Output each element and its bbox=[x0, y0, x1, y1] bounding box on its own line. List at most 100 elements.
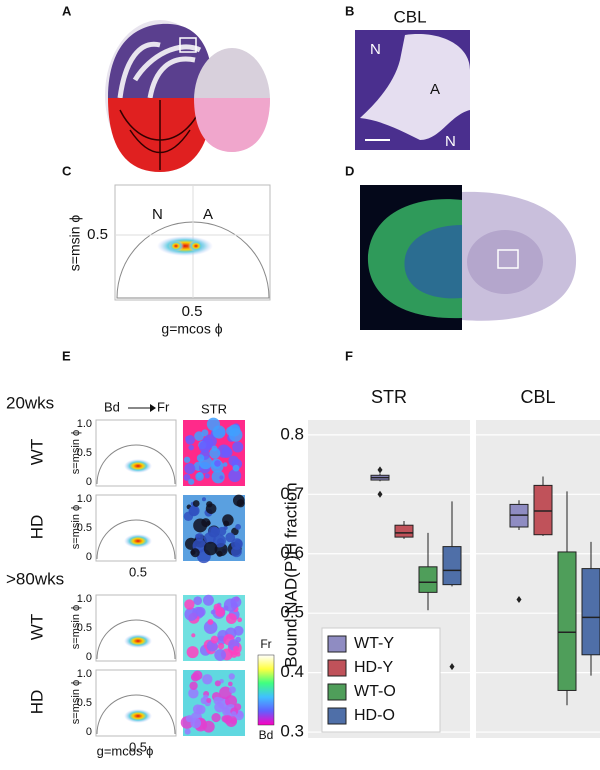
group-label: 20wks bbox=[6, 393, 54, 412]
tick-label: 0 bbox=[86, 726, 92, 738]
texture-spot bbox=[190, 548, 200, 558]
tick-label: 0.5 bbox=[87, 226, 108, 243]
phasor-blob bbox=[124, 534, 152, 548]
texture-spot bbox=[231, 538, 243, 550]
texture-spot bbox=[221, 446, 233, 458]
texture-spot bbox=[194, 431, 204, 441]
texture-spot bbox=[230, 718, 237, 725]
panel-label: C bbox=[62, 163, 72, 178]
region-label: STR bbox=[201, 401, 227, 416]
y-tick-label: 0.8 bbox=[280, 424, 304, 443]
region-label: A bbox=[430, 81, 440, 98]
tick-label: 0.5 bbox=[129, 739, 147, 754]
texture-spot bbox=[184, 728, 191, 735]
tick-label: 0.5 bbox=[129, 564, 147, 579]
texture-spot bbox=[184, 607, 198, 621]
axis-label: g=mcos ϕ bbox=[97, 743, 154, 758]
legend-label: HD-Y bbox=[354, 659, 393, 676]
texture-spot bbox=[237, 617, 243, 623]
tick-label: 0.5 bbox=[77, 697, 92, 709]
texture-spot bbox=[206, 417, 220, 431]
region-label: N bbox=[370, 41, 381, 58]
panel-title: CBL bbox=[393, 7, 426, 26]
texture-spot bbox=[233, 625, 244, 636]
texture-spot bbox=[207, 618, 214, 625]
y-tick-label: 0.6 bbox=[280, 543, 304, 562]
phasor-semicircle bbox=[96, 619, 176, 660]
legend-label: HD-O bbox=[354, 707, 395, 724]
texture-spot bbox=[214, 680, 221, 687]
phasor-blob bbox=[124, 459, 152, 473]
texture-spot bbox=[230, 651, 238, 658]
arrow-label: Fr bbox=[157, 399, 170, 414]
box bbox=[394, 524, 414, 538]
texture-spot bbox=[203, 541, 218, 556]
texture-spot bbox=[210, 609, 216, 615]
outlier bbox=[377, 466, 383, 474]
texture-spot bbox=[190, 717, 202, 729]
facet-bg bbox=[476, 420, 600, 738]
texture-spot bbox=[183, 456, 191, 463]
texture-spot bbox=[228, 686, 236, 694]
coronal-image bbox=[360, 185, 577, 330]
texture-spot bbox=[225, 695, 238, 708]
tick-label: 0.5 bbox=[77, 447, 92, 459]
phasor-frame bbox=[95, 494, 177, 562]
texture-spot bbox=[204, 473, 210, 479]
colorbar bbox=[257, 654, 275, 726]
texture-spot bbox=[228, 428, 243, 442]
panel-label: A bbox=[62, 3, 72, 18]
y-tick-label: 0.3 bbox=[280, 722, 304, 741]
box bbox=[581, 568, 600, 656]
panel-label: E bbox=[62, 348, 71, 363]
tick-label: 0 bbox=[86, 651, 92, 663]
phasor-blob bbox=[124, 634, 152, 648]
phasor-frame bbox=[95, 669, 177, 737]
phasor-semicircle bbox=[96, 519, 176, 560]
texture-spot bbox=[192, 500, 200, 507]
texture-spot bbox=[223, 605, 229, 611]
texture-spot bbox=[223, 715, 233, 724]
legend-swatch bbox=[327, 635, 347, 653]
texture-spot bbox=[210, 635, 219, 644]
tick-label: 1.0 bbox=[77, 668, 92, 680]
texture-spot bbox=[216, 550, 223, 557]
texture-spot bbox=[236, 499, 245, 508]
axis-label: s=msin ϕ bbox=[70, 605, 82, 649]
texture-spot bbox=[217, 642, 225, 650]
facet-label: CBL bbox=[520, 387, 555, 407]
tick-label: 1.0 bbox=[77, 593, 92, 605]
texture-spot bbox=[188, 444, 194, 451]
texture-spot bbox=[228, 681, 233, 687]
outlier bbox=[449, 663, 455, 671]
texture-spot bbox=[235, 524, 242, 530]
tick-label: 0.5 bbox=[182, 303, 203, 320]
tick-label: 1.0 bbox=[77, 493, 92, 505]
facet-label: STR bbox=[371, 387, 407, 407]
texture-spot bbox=[188, 478, 195, 485]
arrow-label: Bd bbox=[104, 399, 120, 414]
legend-label: WT-O bbox=[354, 683, 396, 700]
texture-spot bbox=[190, 672, 200, 682]
texture-spot bbox=[217, 526, 227, 536]
box bbox=[442, 546, 462, 586]
tick-label: 0.5 bbox=[77, 522, 92, 534]
texture-spot bbox=[225, 532, 236, 543]
legend-label: WT-Y bbox=[354, 635, 394, 652]
texture-spot bbox=[202, 594, 214, 606]
axis-label: s=msin ϕ bbox=[67, 215, 83, 272]
y-tick-label: 0.4 bbox=[280, 662, 304, 681]
cbl-image bbox=[355, 30, 470, 150]
texture-spot bbox=[201, 518, 211, 528]
outlier bbox=[516, 596, 522, 604]
texture-spot bbox=[222, 514, 234, 526]
texture-spot bbox=[211, 470, 225, 484]
texture-spot bbox=[184, 599, 195, 610]
texture-spot bbox=[183, 473, 191, 481]
group-label: >80wks bbox=[6, 569, 64, 588]
texture-spot bbox=[196, 454, 205, 462]
texture-spot bbox=[214, 460, 221, 467]
texture-spot bbox=[208, 526, 220, 538]
texture-spot bbox=[186, 646, 199, 659]
